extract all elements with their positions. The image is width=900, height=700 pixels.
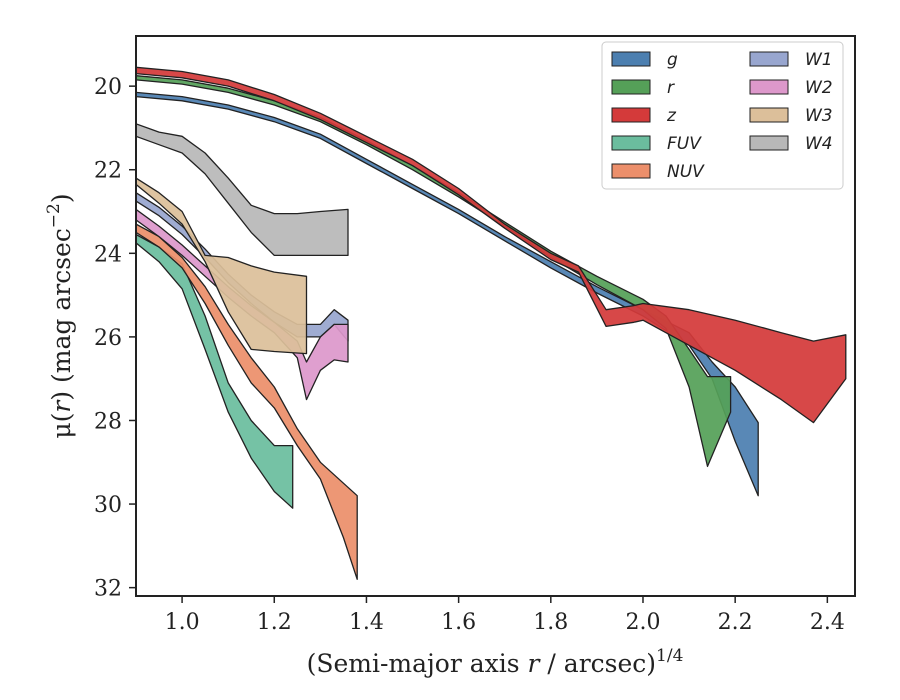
legend-swatch-fuv — [611, 135, 651, 151]
legend-label-z: z — [666, 106, 677, 126]
x-axis-label: (Semi-major axis r / arcsec)1/4 — [307, 646, 684, 678]
x-tick-label: 1.6 — [441, 610, 476, 635]
x-axis-ticks: 1.0 1.2 1.4 1.6 1.8 2.0 2.2 2.4 — [165, 596, 845, 635]
band-g — [136, 91, 759, 497]
legend-label-nuv: NUV — [667, 162, 705, 182]
legend-box — [601, 41, 844, 190]
legend: grz FUV NUV W1 W2 W3 W4 — [601, 41, 844, 190]
legend-swatch-w4 — [749, 135, 789, 151]
band-w4 — [136, 123, 349, 257]
profile-bands — [136, 66, 847, 580]
y-tick-label: 24 — [94, 242, 122, 267]
x-tick-label: 1.8 — [533, 610, 568, 635]
x-tick-label: 1.0 — [165, 610, 200, 635]
x-tick-label: 1.2 — [257, 610, 292, 635]
legend-swatch-w1 — [749, 51, 789, 67]
legend-label-w4: W4 — [805, 134, 833, 154]
legend-label-w3: W3 — [805, 106, 833, 126]
y-tick-label: 22 — [94, 159, 122, 184]
legend-swatch-g — [611, 51, 651, 67]
y-tick-label: 26 — [94, 326, 122, 351]
x-tick-label: 2.0 — [625, 610, 660, 635]
y-axis-label: μ(r) (mag arcsec−2) — [44, 193, 76, 438]
band-w3 — [136, 177, 308, 355]
band-fuv — [136, 233, 294, 509]
y-tick-label: 20 — [94, 75, 122, 100]
y-tick-label: 28 — [94, 409, 122, 434]
legend-swatch-r — [611, 79, 651, 95]
band-nuv — [136, 223, 358, 580]
legend-label-g: g — [667, 50, 678, 70]
y-tick-label: 30 — [94, 493, 122, 518]
x-tick-label: 1.4 — [349, 610, 384, 635]
x-tick-label: 2.4 — [810, 610, 845, 635]
band-z — [136, 66, 847, 424]
legend-swatch-nuv — [611, 163, 651, 179]
legend-swatch-w3 — [749, 107, 789, 123]
y-tick-label: 32 — [94, 577, 122, 602]
legend-label-r: r — [667, 78, 675, 98]
legend-swatch-w2 — [749, 79, 789, 95]
x-tick-label: 2.2 — [718, 610, 753, 635]
legend-label-fuv: FUV — [667, 134, 702, 154]
plot-frame — [135, 35, 856, 597]
legend-label-w1: W1 — [805, 50, 833, 70]
legend-label-w2: W2 — [805, 78, 833, 98]
legend-swatch-z — [611, 107, 651, 123]
y-axis-ticks: 20 22 24 26 28 30 32 — [94, 75, 136, 602]
